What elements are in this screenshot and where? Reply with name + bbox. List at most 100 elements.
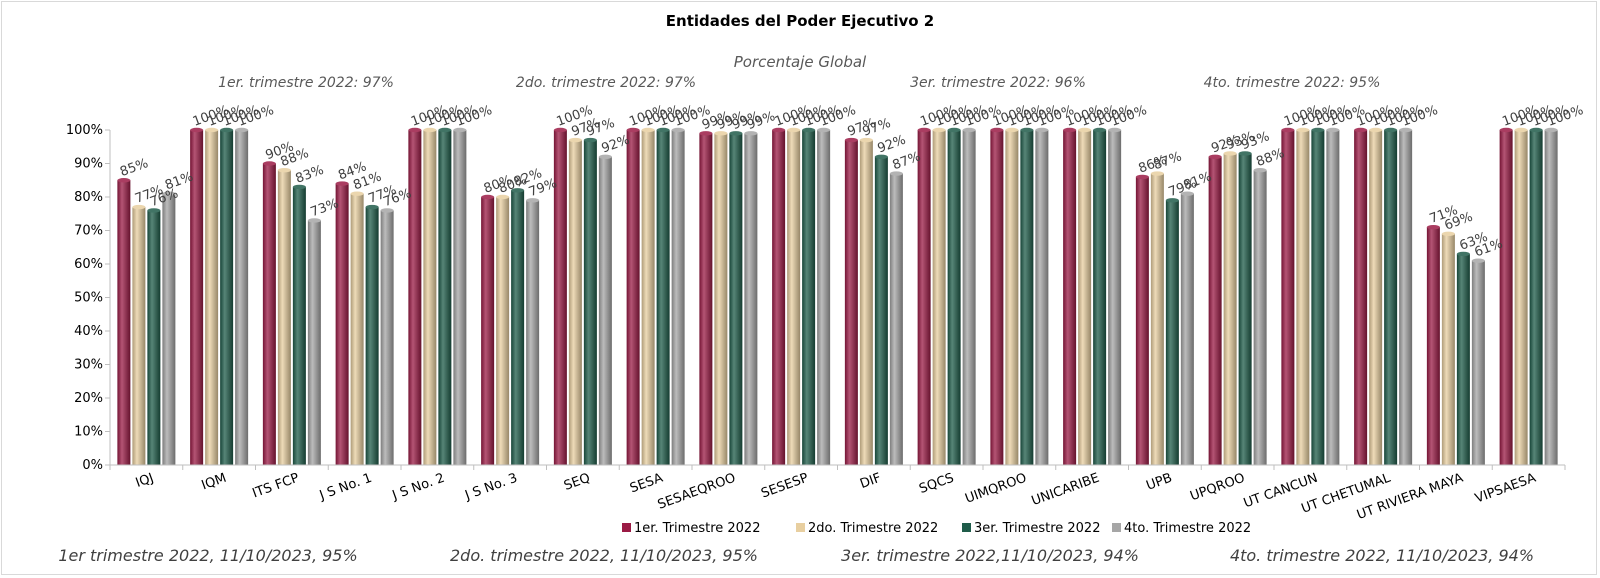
bar-cap — [962, 127, 976, 133]
bar — [641, 130, 655, 465]
legend-item: 2do. Trimestre 2022 — [796, 521, 938, 536]
bar-cap — [1005, 127, 1019, 133]
bar-cap — [481, 194, 495, 200]
bar — [277, 170, 291, 465]
legend-label: 1er. Trimestre 2022 — [634, 521, 760, 536]
bar — [656, 130, 670, 465]
x-tick-label: SQCS — [917, 471, 956, 497]
bar — [1441, 233, 1455, 465]
bar-cap — [1253, 168, 1267, 173]
x-tick-label: VIPSAESA — [1473, 471, 1538, 507]
bar-cap — [162, 191, 176, 196]
legend-swatch — [622, 523, 631, 532]
legend-label: 4to. Trimestre 2022 — [1124, 521, 1251, 536]
bar-cap — [423, 127, 437, 133]
bar-cap — [1311, 127, 1325, 133]
bar-cap — [1281, 127, 1295, 133]
bar-cap — [932, 127, 946, 133]
legend-label: 3er. Trimestre 2022 — [974, 521, 1100, 536]
legend-swatch — [796, 523, 805, 532]
bar-cap — [1020, 127, 1034, 133]
quarter-summary-1: 1er. trimestre 2022: 97% — [218, 75, 394, 91]
x-axis: IQJ IQM ITS FCP J S No. 1 J S No. 2 J S No. 3… — [109, 464, 1566, 523]
legend-label: 2do. Trimestre 2022 — [808, 521, 938, 536]
bar — [1078, 130, 1092, 465]
bar-cap — [874, 154, 888, 159]
bar — [1529, 130, 1543, 465]
bar-cap — [641, 127, 655, 133]
bar — [1369, 130, 1383, 465]
y-tick-label: 90% — [74, 157, 103, 172]
bar — [874, 156, 888, 466]
bar-cap — [583, 137, 597, 143]
x-tick-label: J S No. 2 — [390, 471, 447, 504]
bar — [859, 140, 873, 466]
bar — [1238, 153, 1252, 465]
bar — [990, 130, 1004, 465]
bar-cap — [671, 127, 685, 133]
bar-cap — [844, 137, 858, 143]
bar-cap — [277, 168, 291, 173]
bar — [772, 130, 786, 465]
legend-item: 4to. Trimestre 2022 — [1112, 521, 1251, 536]
bar — [438, 130, 452, 465]
y-tick-label: 80% — [74, 190, 103, 205]
bar-cap — [1035, 127, 1049, 133]
bar — [1471, 260, 1485, 465]
bar-cap — [1165, 198, 1179, 203]
bar — [1108, 130, 1122, 465]
y-tick-label: 30% — [74, 358, 103, 373]
bar — [583, 140, 597, 466]
y-tick-label: 10% — [74, 425, 103, 440]
bar-cap — [1514, 127, 1528, 133]
bar — [1165, 200, 1179, 465]
bar-cap — [262, 161, 276, 166]
bar — [1223, 153, 1237, 465]
bar-cap — [802, 127, 816, 133]
bar — [496, 197, 510, 465]
y-tick-label: 20% — [74, 391, 103, 406]
bar-cap — [438, 127, 452, 133]
bar — [1208, 156, 1222, 466]
bar — [335, 183, 349, 465]
bar — [744, 133, 758, 465]
bar — [132, 207, 146, 466]
bar — [1456, 253, 1470, 465]
bar-cap — [889, 171, 903, 176]
bar — [844, 140, 858, 466]
bar-cap — [859, 137, 873, 143]
bar — [526, 200, 540, 465]
bar-cap — [626, 127, 640, 133]
x-tick-label: SESESP — [759, 471, 810, 502]
bar-cap — [190, 127, 204, 133]
x-tick-label: J S No. 1 — [317, 471, 374, 504]
bar — [1384, 130, 1398, 465]
y-tick-label: 60% — [74, 257, 103, 272]
bar — [1093, 130, 1107, 465]
bar-cap — [1471, 258, 1485, 263]
legend-item: 1er. Trimestre 2022 — [622, 521, 760, 536]
bar — [408, 130, 422, 465]
y-tick-label: 0% — [82, 458, 103, 473]
bar — [802, 130, 816, 465]
quarter-summary-3: 3er. trimestre 2022: 96% — [910, 75, 1086, 91]
x-tick-label: SESAEQROO — [656, 471, 738, 513]
legend: 1er. Trimestre 2022 2do. Trimestre 2022 3e… — [622, 521, 1251, 536]
bar — [117, 180, 131, 465]
bar — [1035, 130, 1049, 465]
data-label: 83% — [294, 163, 326, 187]
footnote-3: 3er. trimestre 2022,11/10/2023, 94% — [841, 546, 1139, 565]
y-axis: 0% 10% 20% 30% 40% 50% 60% 70% 80% 90% 100% — [66, 123, 111, 473]
bar-cap — [1544, 127, 1558, 133]
bar-cap — [235, 127, 249, 133]
bar-cap — [1384, 127, 1398, 133]
bar-cap — [656, 127, 670, 133]
bar — [162, 193, 176, 465]
bar-cap — [1441, 231, 1455, 237]
bar-cap — [307, 218, 321, 223]
bar-cap — [408, 127, 422, 133]
bar — [1311, 130, 1325, 465]
x-tick-label: SESA — [628, 471, 665, 497]
legend-swatch — [1112, 523, 1121, 532]
data-label: 85% — [118, 156, 150, 180]
